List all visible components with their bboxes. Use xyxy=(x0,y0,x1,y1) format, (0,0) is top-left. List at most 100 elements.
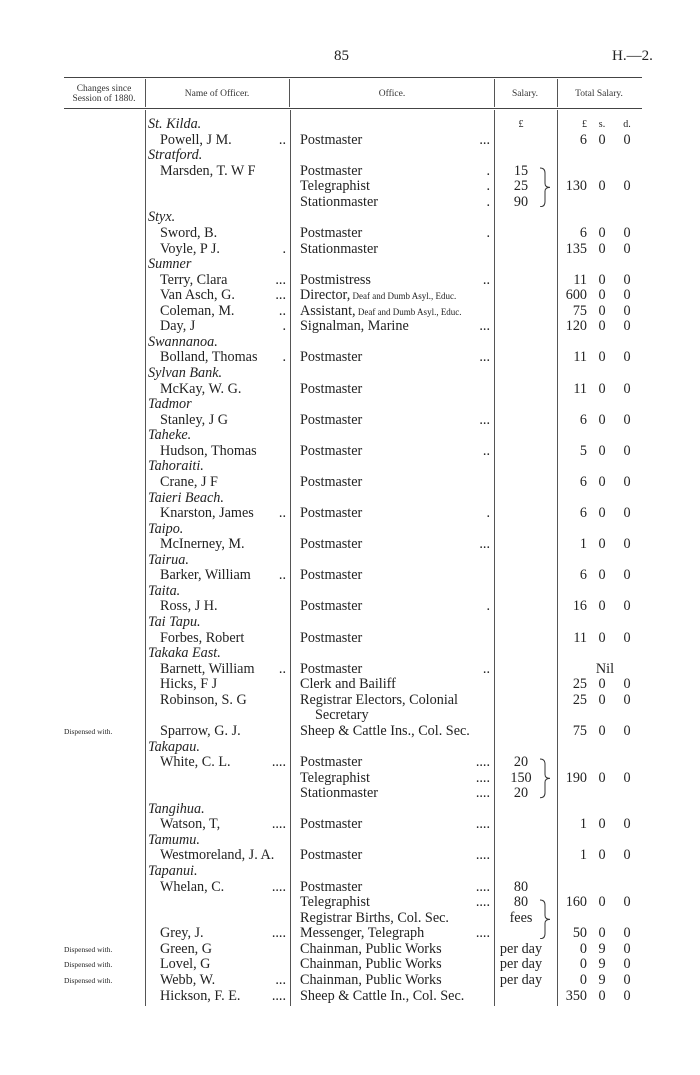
column-divider xyxy=(290,110,291,1006)
officer-name: Sparrow, G. J. xyxy=(160,722,241,739)
total-pence: 0 xyxy=(623,240,631,257)
total-pence: 0 xyxy=(623,925,631,942)
total-pounds: 130 xyxy=(565,178,587,195)
table-row: Coleman, M... Assistant, Deaf and Dumb As… xyxy=(0,302,700,320)
leader-dots: .... xyxy=(475,769,490,786)
officer-name: Lovel, G xyxy=(160,956,211,973)
office-title: Chainman, Public Works xyxy=(300,971,442,988)
salary-value: per day xyxy=(499,971,543,988)
page-reference: H.—2. xyxy=(612,48,653,64)
total-shillings: 0 xyxy=(598,380,606,397)
total-pounds: 6 xyxy=(579,567,587,584)
total-pence: 0 xyxy=(623,598,631,615)
office-title: Chainman, Public Works xyxy=(300,956,442,973)
table-row: Stanley, J G Postmaster... 6 0 0 xyxy=(0,411,700,429)
office-title: Postmaster xyxy=(300,162,363,179)
change-note: Dispensed with. xyxy=(64,944,113,954)
total-pounds-unit: £ xyxy=(582,119,587,130)
officer-name: McInerney, M. xyxy=(160,536,245,553)
column-header-total: Total Salary. xyxy=(575,88,623,99)
officer-name: Crane, J F xyxy=(160,473,218,490)
place-name: Taipo. xyxy=(148,520,184,537)
office-title: Sheep & Cattle In., Col. Sec. xyxy=(300,987,465,1004)
total-pounds: 6 xyxy=(579,131,587,148)
total-shillings: 0 xyxy=(598,987,606,1004)
table-row: Knarston, James.. Postmaster. 6 0 0 xyxy=(0,505,700,522)
total-pence: 0 xyxy=(623,894,631,911)
total-shillings: 0 xyxy=(598,598,606,615)
total-shillings: 0 xyxy=(598,287,606,304)
page-number: 85 xyxy=(334,48,349,64)
office-title: Registrar Electors, Colonial xyxy=(300,691,458,708)
total-pence: 0 xyxy=(623,676,631,693)
total-shillings: 0 xyxy=(598,691,606,708)
total-pounds: 120 xyxy=(565,318,587,335)
total-pence: 0 xyxy=(623,847,631,864)
total-pence: 0 xyxy=(623,318,631,335)
officer-name: Watson, T, xyxy=(160,816,221,833)
table-row: Barnett, William.. Postmaster.. Nil xyxy=(0,660,700,678)
office-title: Registrar Births, Col. Sec. xyxy=(300,909,449,926)
total-shillings: 9 xyxy=(598,940,606,957)
total-pounds: 1 xyxy=(579,816,587,833)
officer-name: Hickson, F. E. xyxy=(160,987,241,1004)
place-name: Tadmor xyxy=(148,396,192,413)
total-shillings: 0 xyxy=(598,224,606,241)
place-heading-row: St. Kilda. £ £ s. d. xyxy=(0,116,700,133)
leader-dots: . xyxy=(486,224,490,241)
total-pounds: 6 xyxy=(579,224,587,241)
place-heading-row: Sylvan Bank. xyxy=(0,365,700,382)
table-row: Forbes, Robert Postmaster 11 0 0 xyxy=(0,630,700,647)
total-pence: 0 xyxy=(623,302,631,319)
office-title: Postmaster xyxy=(300,224,363,241)
table-row: Crane, J F Postmaster 6 0 0 xyxy=(0,473,700,491)
total-pence: 0 xyxy=(623,987,631,1004)
total-shillings: 0 xyxy=(598,240,606,257)
column-divider xyxy=(145,110,146,1006)
total-pence: 0 xyxy=(623,971,631,988)
place-heading-row: Tapanui. xyxy=(0,863,700,880)
office-title: Chainman, Public Works xyxy=(300,940,442,957)
officer-name: Westmoreland, J. A. xyxy=(160,847,275,864)
salary-value: 90 xyxy=(513,193,529,210)
salary-value: 25 xyxy=(513,178,529,195)
leader-dots: ... xyxy=(479,349,490,366)
column-divider xyxy=(494,110,495,1006)
place-name: Tapanui. xyxy=(148,863,198,879)
salary-value: fees xyxy=(509,909,533,926)
salary-value: 15 xyxy=(513,162,529,179)
office-department: Deaf and Dumb Asyl., Educ. xyxy=(355,306,462,317)
place-heading-row: Taieri Beach. xyxy=(0,489,700,507)
total-shillings: 0 xyxy=(598,302,606,319)
office-title: Telegraphist xyxy=(300,769,370,786)
total-shillings: 0 xyxy=(598,473,606,490)
leader-dots: .. xyxy=(278,505,286,522)
officer-name: Hudson, Thomas xyxy=(160,442,257,459)
table-row: Sword, B. Postmaster. 6 0 0 xyxy=(0,224,700,242)
total-pounds: 50 xyxy=(572,925,587,942)
place-name: Tai Tapu. xyxy=(148,614,201,630)
table-row: Powell, J M... Postmaster... 6 0 0 xyxy=(0,131,700,149)
total-pounds: 0 xyxy=(579,940,587,957)
place-heading-row: Sumner xyxy=(0,256,700,273)
office-title: Stationmaster xyxy=(300,193,379,210)
leader-dots: ... xyxy=(275,271,286,288)
leader-dots: .. xyxy=(278,302,286,319)
place-name: Taieri Beach. xyxy=(148,489,224,506)
place-heading-row: Takaka East. xyxy=(0,646,700,662)
leader-dots: ... xyxy=(275,287,286,304)
leader-dots: . xyxy=(486,162,490,179)
officer-name: Robinson, S. G xyxy=(160,691,247,708)
table-row: Ross, J H. Postmaster. 16 0 0 xyxy=(0,599,700,615)
total-shillings: 0 xyxy=(598,411,606,428)
leader-dots: . xyxy=(486,505,490,522)
table-row: Barker, William.. Postmaster 6 0 0 xyxy=(0,568,700,584)
column-divider xyxy=(494,79,495,107)
office-title: Postmistress xyxy=(300,271,371,288)
officer-name: Sword, B. xyxy=(160,224,218,241)
total-text: Nil xyxy=(595,660,615,677)
table-row: Bolland, Thomas. Postmaster... 11 0 0 xyxy=(0,350,700,366)
officer-name: Knarston, James xyxy=(160,505,254,522)
table-row: Dispensed with. Lovel, G Chainman, Public … xyxy=(0,957,700,973)
officer-name: Marsden, T. W F xyxy=(160,162,256,179)
